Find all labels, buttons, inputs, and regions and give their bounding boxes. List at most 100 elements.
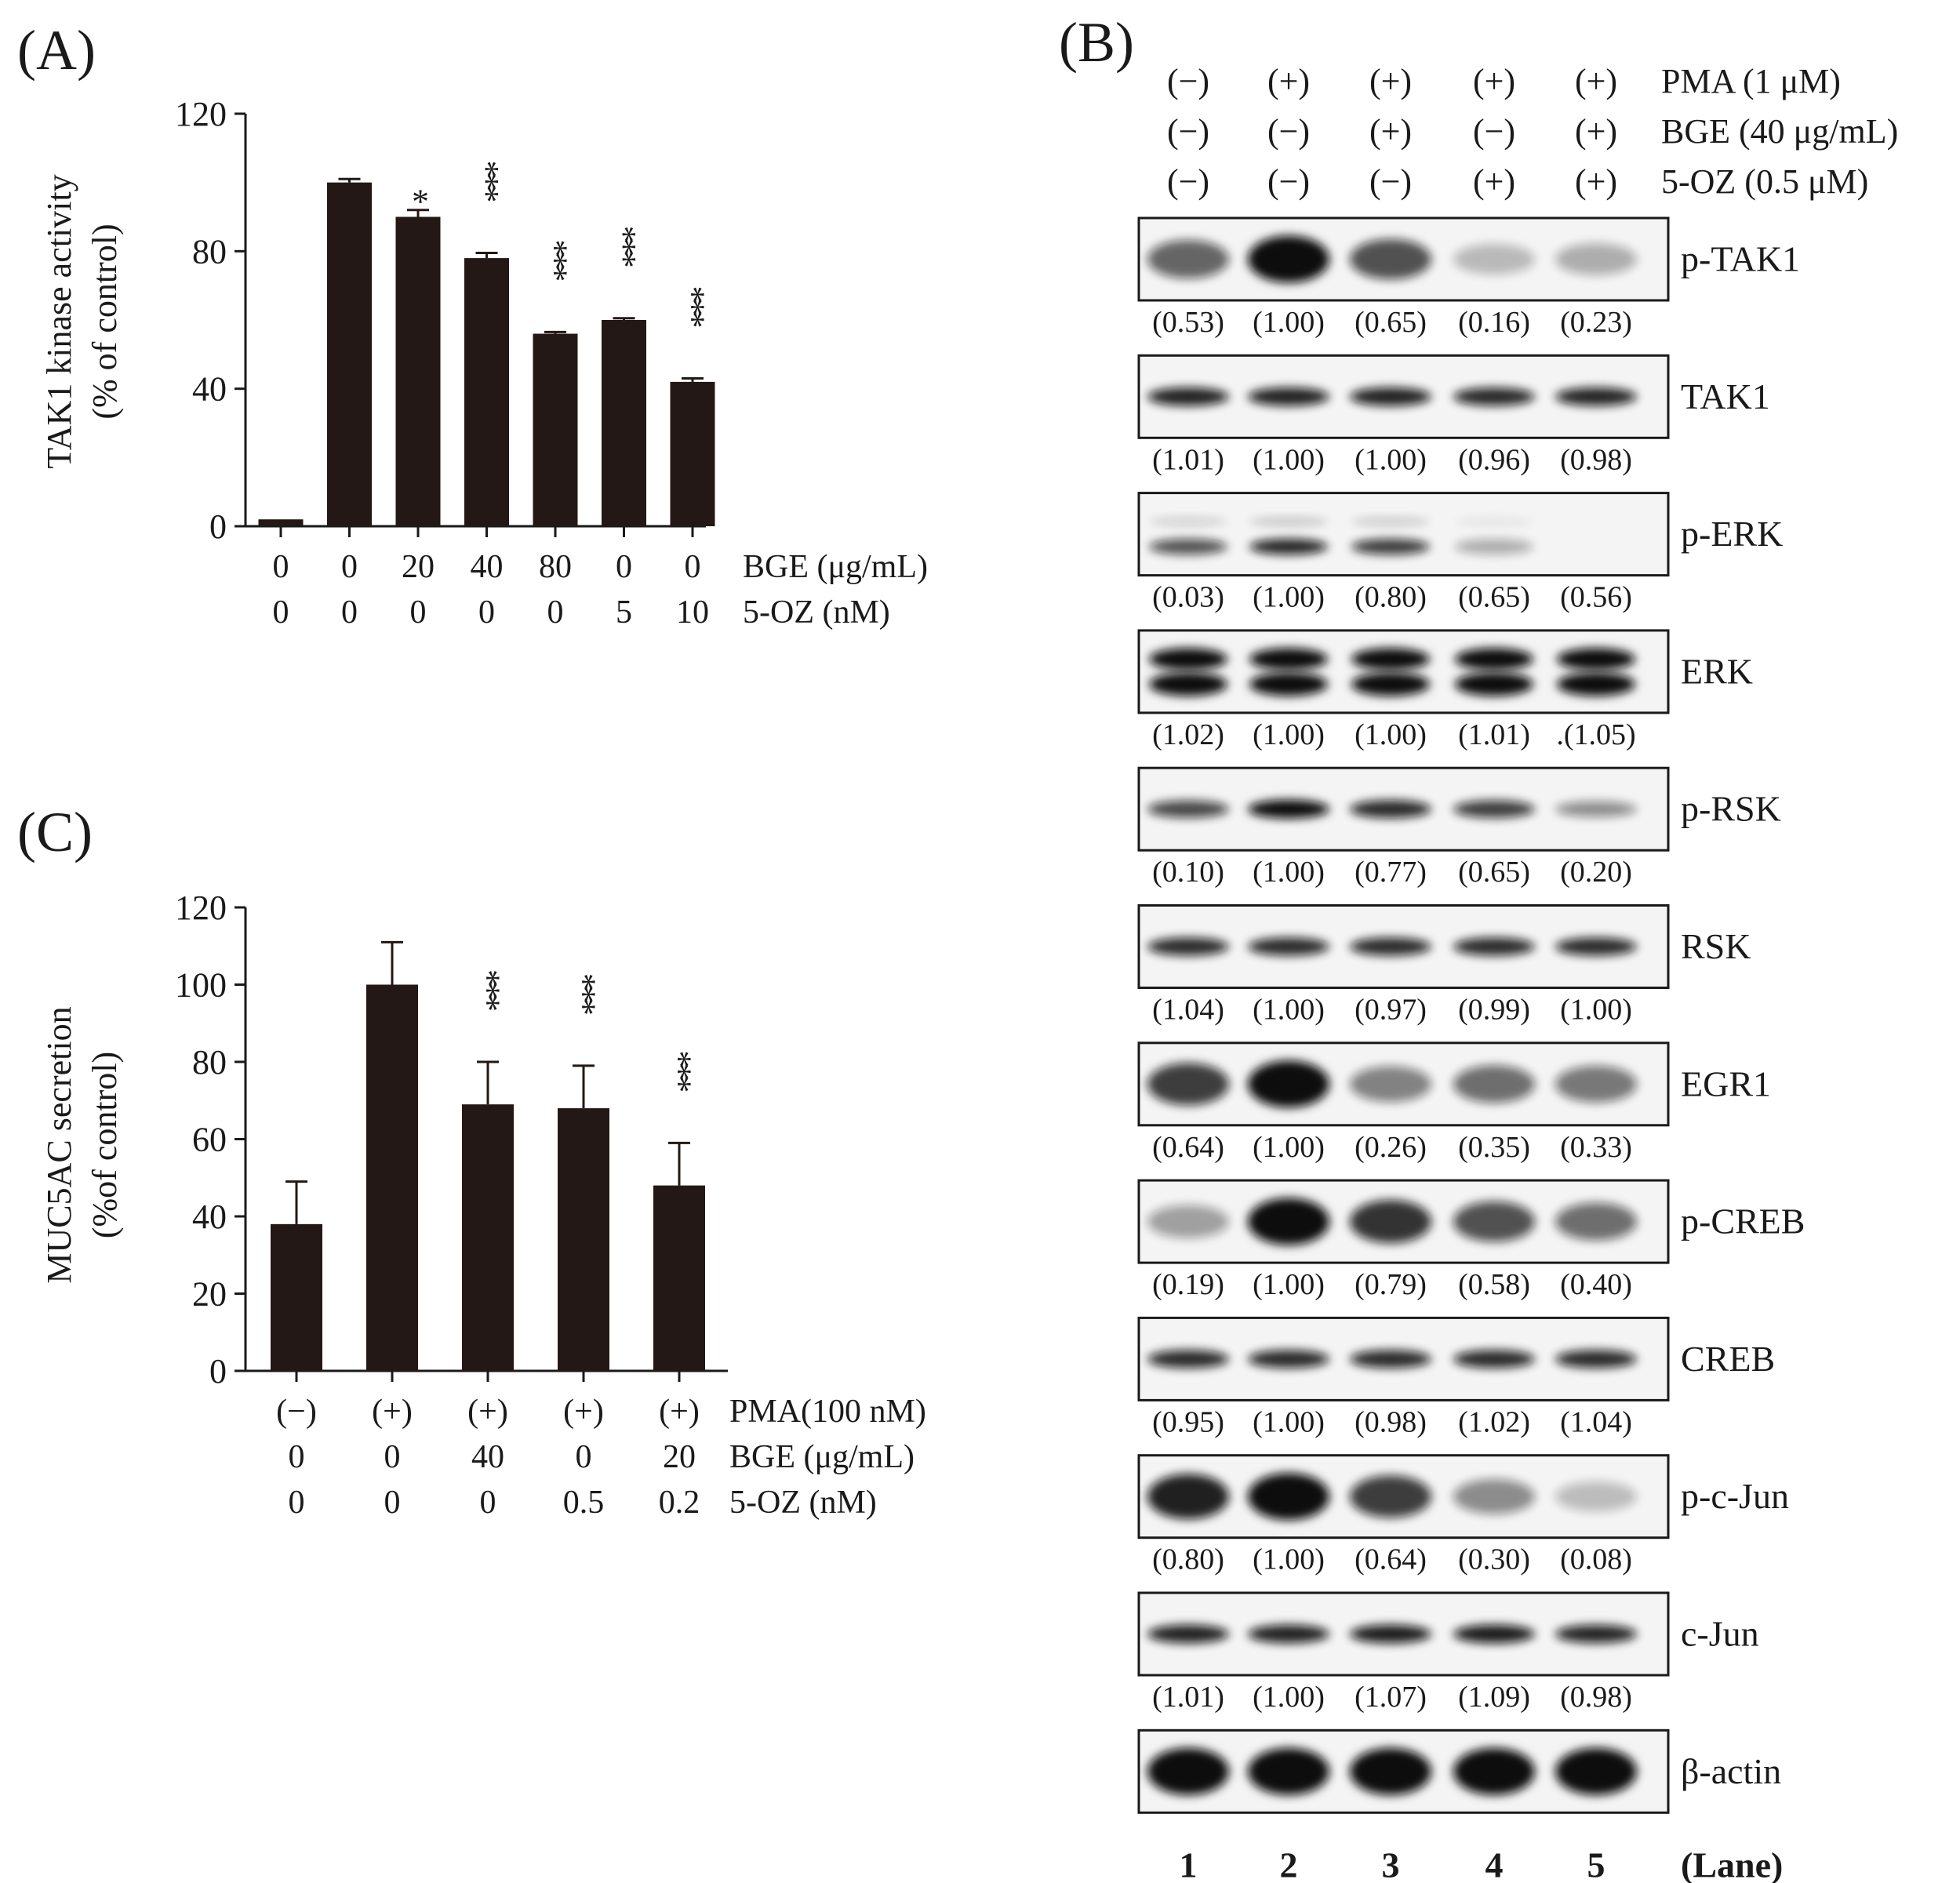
blot-protein-label: RSK xyxy=(1681,926,1751,966)
blot-protein-label: β-actin xyxy=(1681,1751,1781,1791)
blot-protein-label: p-ERK xyxy=(1681,514,1783,554)
band-quant-value: (0.95) xyxy=(1152,1405,1224,1438)
band-quant-value: (0.64) xyxy=(1355,1543,1427,1576)
band xyxy=(1555,801,1637,817)
treatment-sign: (+) xyxy=(1369,112,1412,151)
blot-protein-label: TAK1 xyxy=(1681,376,1770,416)
band-quant-value: (1.00) xyxy=(1253,1681,1325,1714)
blot-EGR1: EGR1 (0.64) (1.00) (0.26) (0.35) (0.33) xyxy=(1137,1041,1771,1164)
band xyxy=(1555,937,1637,956)
blot-protein-label: p-c-Jun xyxy=(1681,1476,1789,1516)
band-quant-value: (0.99) xyxy=(1458,994,1530,1027)
y-tick-label: 80 xyxy=(192,1043,227,1081)
treatment-sign: (−) xyxy=(1167,112,1209,151)
band xyxy=(1350,238,1431,280)
treatment-sign: (+) xyxy=(1267,62,1310,100)
band-lower xyxy=(1249,672,1328,696)
treatment-sign: (−) xyxy=(1369,162,1412,201)
band-quant-value: (0.98) xyxy=(1355,1405,1427,1438)
treatment-sign: (+) xyxy=(1575,62,1617,100)
lane-number: 2 xyxy=(1280,1845,1298,1883)
band xyxy=(1350,800,1431,819)
y-tick-label: 40 xyxy=(192,370,227,409)
treatment-sign: (+) xyxy=(1473,162,1515,201)
condition-value: 20 xyxy=(402,549,435,585)
band-quant-value: (1.04) xyxy=(1560,1405,1632,1438)
blot-p-c-Jun: p-c-Jun (0.80) (1.00) (0.64) (0.30) (0.08) xyxy=(1137,1454,1789,1576)
condition-label: BGE (μg/mL) xyxy=(743,549,928,585)
blot-protein-label: p-TAK1 xyxy=(1681,239,1800,279)
band-quant-value: (0.56) xyxy=(1560,581,1632,614)
band-quant-value: (1.09) xyxy=(1458,1681,1530,1714)
band-quant-value: (1.00) xyxy=(1253,1543,1325,1576)
chart-a-ylabel-line-2: (% of control) xyxy=(85,224,124,419)
band-quant-value: (0.20) xyxy=(1560,856,1632,889)
band-quant-value: (0.65) xyxy=(1458,581,1530,614)
band-lower xyxy=(1455,672,1533,696)
band-quant-value: (0.77) xyxy=(1355,856,1427,889)
band-lower xyxy=(1557,672,1635,696)
band xyxy=(1248,1198,1329,1245)
band-quant-value: (0.96) xyxy=(1458,443,1530,476)
blot-ERK: ERK (1.02) (1.00) (1.00) (1.01) .(1.05) xyxy=(1137,629,1753,751)
band-quant-value: (1.02) xyxy=(1458,1405,1530,1438)
bar xyxy=(462,1104,514,1371)
condition-value: 0 xyxy=(410,594,427,631)
blot-protein-label: EGR1 xyxy=(1681,1063,1771,1103)
band-quant-value: (0.16) xyxy=(1458,306,1530,339)
band xyxy=(1147,937,1229,956)
condition-value: 20 xyxy=(663,1439,696,1475)
lane-label: (Lane) xyxy=(1681,1845,1783,1883)
significance-marker: *** xyxy=(467,161,506,202)
band-quant-value: (0.65) xyxy=(1355,306,1427,339)
bar xyxy=(670,381,715,526)
condition-value: 0 xyxy=(616,549,632,585)
blot-protein-label: p-CREB xyxy=(1681,1201,1805,1241)
band-quant-value: (0.79) xyxy=(1355,1268,1427,1301)
band-upper xyxy=(1351,518,1430,526)
significance-stars: *** xyxy=(660,1050,699,1091)
band xyxy=(1555,1065,1637,1103)
band-quant-value: (1.02) xyxy=(1152,718,1224,751)
treatment-sign: (+) xyxy=(1473,62,1515,100)
band xyxy=(1147,1624,1229,1644)
band xyxy=(1555,1747,1637,1795)
bar xyxy=(653,1185,705,1371)
chart-c-ylabel-line-1: MUC5AC secretion xyxy=(40,1006,78,1283)
significance-marker: *** xyxy=(674,286,712,327)
band xyxy=(1248,1350,1329,1369)
blot-β-actin: β-actin xyxy=(1137,1729,1781,1814)
treatment-sign: (+) xyxy=(1575,162,1617,201)
condition-value: 0.5 xyxy=(563,1485,605,1521)
band xyxy=(1453,1747,1535,1795)
band-quant-value: (0.40) xyxy=(1560,1268,1632,1301)
significance-stars: *** xyxy=(565,973,603,1014)
western-blot-panel: (−) (+) (+) (+) (+) PMA (1 μM) (−) (−) (+) (−) (+)… xyxy=(1137,62,1898,1883)
band-quant-value: (1.00) xyxy=(1253,1405,1325,1438)
band xyxy=(1248,937,1329,956)
condition-value: 0 xyxy=(289,1485,305,1521)
band-quant-value: .(1.05) xyxy=(1556,718,1635,751)
band-quant-value: (1.00) xyxy=(1253,443,1325,476)
panel-label-c: (C) xyxy=(17,801,93,863)
y-tick-label: 40 xyxy=(192,1198,227,1236)
condition-value: 80 xyxy=(539,549,572,585)
condition-label: BGE (μg/mL) xyxy=(729,1439,915,1475)
band-quant-value: (0.30) xyxy=(1458,1543,1530,1576)
blot-c-Jun: c-Jun (1.01) (1.00) (1.07) (1.09) (0.98) xyxy=(1137,1591,1759,1714)
band xyxy=(1248,1060,1329,1108)
band xyxy=(1350,1350,1431,1369)
lane-number: 5 xyxy=(1587,1845,1605,1883)
condition-value: (+) xyxy=(563,1394,604,1430)
significance-marker: *** xyxy=(565,973,603,1014)
condition-value: 0 xyxy=(576,1439,592,1475)
band-quant-value: (0.19) xyxy=(1152,1268,1224,1301)
band-upper xyxy=(1351,648,1430,671)
band xyxy=(1555,243,1637,275)
band-quant-value: (0.65) xyxy=(1458,856,1530,889)
bar xyxy=(258,519,304,526)
condition-value: 40 xyxy=(471,549,504,585)
band-lower xyxy=(1149,672,1227,696)
band-quant-value: (1.07) xyxy=(1355,1681,1427,1714)
band-upper xyxy=(1149,518,1227,526)
